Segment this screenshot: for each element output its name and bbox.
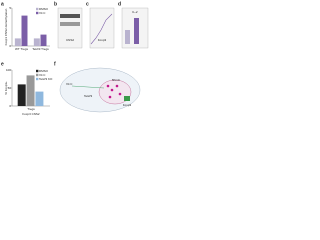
panel-d: IL-2: [121, 7, 149, 49]
bar: [33, 38, 40, 46]
y-tick-label: 5: [9, 6, 11, 10]
diagram-label: Tet2/3: [84, 94, 93, 98]
trace: [90, 13, 113, 45]
diagram-label: Foxp3: [123, 103, 132, 107]
x-tick-label: WT Tregs: [15, 47, 28, 51]
panel-label: d: [118, 1, 121, 7]
legend-label: DMSO: [39, 69, 49, 73]
gene-box: [124, 96, 130, 101]
dot: [106, 84, 110, 88]
y-tick-label: 0: [9, 44, 11, 48]
bar: [40, 34, 47, 46]
panel-label: f: [54, 61, 56, 67]
panel-label: a: [1, 1, 4, 7]
legend-swatch: [36, 11, 39, 15]
x-axis-label: Foxp3 CNS2: [22, 112, 40, 116]
y-axis-label: Foxp3 CNS2 demethylation: [4, 8, 8, 45]
arrow: [71, 85, 105, 89]
bar: [26, 75, 35, 106]
bar: [21, 15, 28, 47]
panel-text: Foxp3: [98, 38, 107, 42]
y-axis-label: % Foxp3+: [4, 81, 8, 95]
legend-label: DMSO: [39, 7, 49, 11]
legend-label: Vit C: [39, 11, 46, 15]
bar: [14, 38, 21, 46]
x-tick-label: Tet2/3 Tregs: [32, 47, 49, 51]
legend-swatch: [36, 73, 39, 77]
dot: [108, 95, 112, 99]
bar: [17, 84, 26, 106]
legend-label: Vit C: [39, 73, 46, 77]
legend-swatch: [36, 69, 39, 73]
dot: [118, 92, 122, 96]
panel-b: CNS2: [57, 7, 83, 49]
diagram-label: Vit C: [66, 82, 73, 86]
band: [60, 22, 80, 26]
panel-c: Foxp3: [89, 7, 115, 49]
panel-text: CNS2: [66, 38, 74, 42]
panel-label: e: [1, 61, 4, 67]
legend-swatch: [36, 77, 39, 81]
diagram: Vit C Tet2/3 Foxp3 5hmC: [59, 67, 141, 113]
bar: [35, 91, 44, 106]
panel-text: IL-2: [132, 10, 138, 14]
block: [125, 30, 130, 44]
legend-swatch: [36, 7, 39, 11]
figure: a b c d e f CNS2 Foxp3 IL-2 Vit C Tet2/3…: [1, 1, 149, 116]
band: [60, 14, 80, 18]
block: [134, 18, 139, 44]
panel-label: c: [86, 1, 89, 7]
y-tick-label: 0: [9, 104, 11, 108]
y-tick-label: 100: [6, 68, 11, 72]
legend-label: Tet2/3 KO: [39, 77, 53, 81]
panel-label: b: [54, 1, 57, 7]
diagram-label: 5hmC: [112, 78, 121, 82]
x-tick-label: Tregs: [27, 107, 35, 111]
dot: [110, 88, 114, 92]
y-tick-label: 50: [8, 86, 12, 90]
dot: [115, 84, 119, 88]
